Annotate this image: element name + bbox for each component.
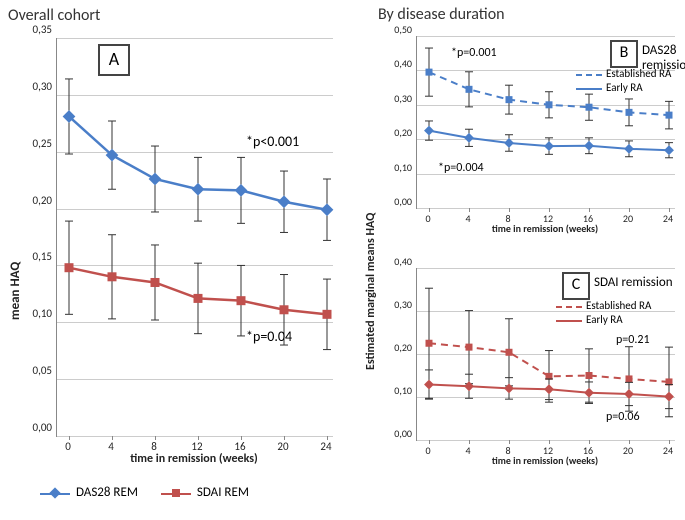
subtitle-c: SDAI remission xyxy=(594,275,673,290)
plotarea-a xyxy=(56,38,333,437)
legend-label-sdai: SDAI REM xyxy=(197,485,249,500)
panel-b: time in remission (weeks) B DAS28 remiss… xyxy=(380,30,680,250)
panel-label-c: C xyxy=(562,272,590,300)
panel-label-b: B xyxy=(610,40,638,68)
legend-label-das28: DAS28 REM xyxy=(76,485,138,500)
legend-item-das28: DAS28 REM xyxy=(40,485,138,500)
legend-b: Established RA Early RA xyxy=(576,67,671,95)
panel-label-a: A xyxy=(98,44,130,76)
legend-item-sdai: SDAI REM xyxy=(161,485,249,500)
panel-a: mean HAQ time in remission (weeks) A 0,0… xyxy=(8,30,338,480)
xlabel-a: time in remission (weeks) xyxy=(56,452,332,466)
right-title: By disease duration xyxy=(378,5,505,24)
legend-c: Established RA Early RA xyxy=(556,299,651,327)
legend-a: DAS28 REM SDAI REM xyxy=(40,485,269,503)
panel-c: time in remission (weeks) C SDAI remissi… xyxy=(380,262,680,482)
